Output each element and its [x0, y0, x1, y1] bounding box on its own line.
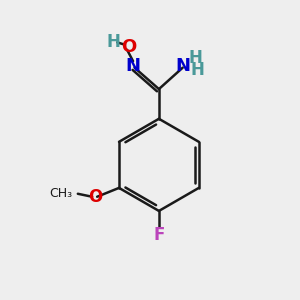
Text: O: O — [122, 38, 137, 56]
Text: CH₃: CH₃ — [49, 187, 72, 200]
Text: N: N — [176, 57, 191, 75]
Text: H: H — [190, 61, 205, 79]
Text: H: H — [188, 49, 202, 67]
Text: F: F — [153, 226, 165, 244]
Text: H: H — [106, 32, 120, 50]
Text: O: O — [88, 188, 103, 206]
Text: N: N — [126, 57, 141, 75]
